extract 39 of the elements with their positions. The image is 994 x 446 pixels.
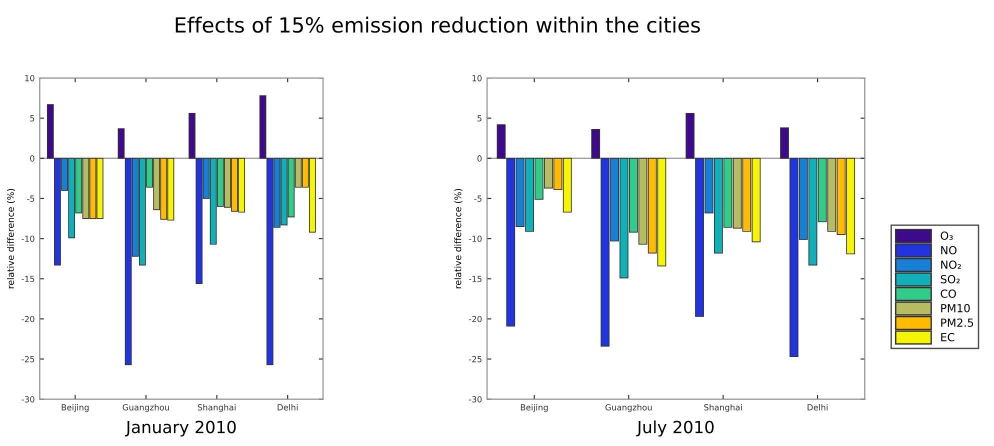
y-axis-title: relative difference (%) [6, 188, 16, 288]
y-tick-label: -5 [474, 196, 482, 202]
x-tick-label: Delhi [808, 404, 828, 410]
y-tick-label: 10 [25, 75, 34, 82]
y-tick-label: -30 [468, 396, 482, 402]
y-tick-label: -10 [22, 236, 34, 242]
y-tick-label: 0 [477, 155, 482, 162]
y-tick-label: -25 [468, 356, 482, 362]
x-tick-label: Delhi [278, 404, 298, 410]
legend-label: SO₂ [940, 274, 960, 284]
y-axis-title: relative difference (%) [454, 188, 462, 288]
text: Effects of 15% emission reduction within the cities [176, 16, 700, 33]
legend-label: PM2.5 [941, 318, 974, 327]
legend-label: O₃ [940, 231, 953, 240]
x-tick-label: Beijing [62, 404, 89, 412]
legend-label: CO [940, 289, 956, 298]
x-tick-label: Beijing [520, 404, 548, 412]
legend-label: PM10 [941, 304, 970, 312]
y-tick-label: -15 [468, 276, 482, 282]
y-tick-label: 0 [30, 155, 34, 162]
y-tick-label: 5 [478, 115, 482, 122]
y-tick-label: -20 [22, 316, 34, 322]
y-tick-label: -25 [22, 356, 34, 362]
x-axis-title: January 2010 [125, 420, 236, 437]
y-tick-label: -30 [22, 396, 34, 402]
y-tick-label: -10 [468, 236, 482, 242]
x-tick-label: Guangzhou [122, 404, 169, 412]
y-tick-label: -20 [468, 316, 482, 322]
x-tick-label: Shanghai [198, 404, 236, 412]
legend-label: NO [941, 246, 957, 254]
y-tick-label: 10 [472, 75, 482, 82]
y-tick-label: -15 [22, 276, 34, 282]
legend-label: EC [941, 332, 954, 342]
y-tick-label: 5 [30, 115, 34, 122]
x-axis-title: July 2010 [636, 420, 714, 437]
x-tick-label: Guangzhou [605, 404, 652, 412]
legend-label: NO₂ [941, 260, 961, 269]
x-tick-label: Shanghai [704, 404, 742, 412]
y-tick-label: -5 [27, 196, 34, 202]
